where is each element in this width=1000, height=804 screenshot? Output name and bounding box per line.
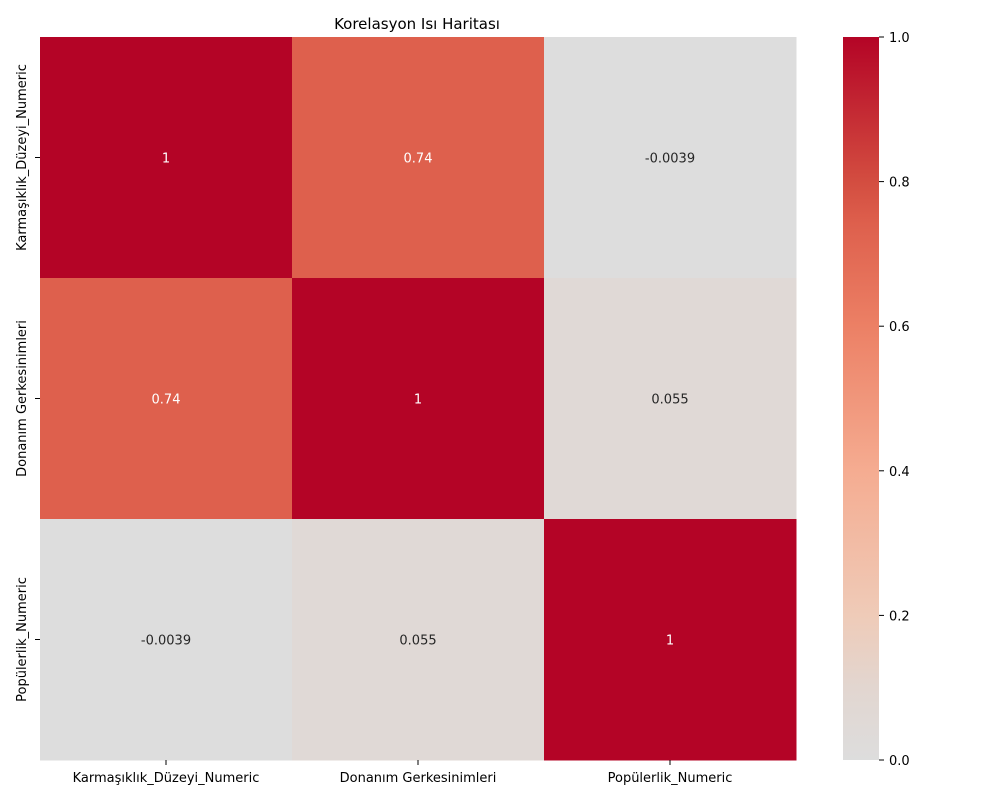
- heatmap-cell: [292, 519, 545, 761]
- heatmap-cell-labels: 1 0.74 -0.0039 0.74 1 0.055 -0.0039 0.055 1: [141, 152, 695, 649]
- colorbar-tick-label: 0.0: [889, 754, 910, 769]
- colorbar-tick-label: 0.4: [889, 465, 910, 480]
- colorbar-tick-label: 0.2: [889, 609, 910, 624]
- heatmap-cell: [544, 519, 797, 761]
- colorbar: 0.0 0.2 0.4 0.6 0.8 1.0: [843, 31, 910, 769]
- heatmap-cells: [40, 37, 797, 761]
- x-axis: Karmaşıklık_Düzeyi_Numeric Donanım Gerkes…: [73, 760, 733, 786]
- heatmap-cell: [40, 37, 293, 279]
- x-tick-label: Popülerlik_Numeric: [608, 771, 733, 786]
- colorbar-tick-label: 0.6: [889, 320, 910, 335]
- cell-value-label: 0.055: [399, 634, 436, 649]
- heatmap-cell: [544, 278, 797, 520]
- cell-value-label: 0.74: [404, 152, 433, 167]
- heatmap-cell: [292, 278, 545, 520]
- y-tick-label: Donanım Gerkesinimleri: [15, 320, 30, 477]
- colorbar-gradient: [843, 37, 879, 760]
- x-tick-label: Karmaşıklık_Düzeyi_Numeric: [73, 771, 260, 786]
- cell-value-label: 0.055: [651, 393, 688, 408]
- x-tick-label: Donanım Gerkesinimleri: [340, 771, 497, 786]
- cell-value-label: 1: [414, 393, 422, 408]
- heatmap-cell: [544, 37, 797, 279]
- cell-value-label: 1: [666, 634, 674, 649]
- colorbar-tick-label: 1.0: [889, 31, 910, 46]
- heatmap-cell: [292, 37, 545, 279]
- cell-value-label: 1: [162, 152, 170, 167]
- cell-value-label: -0.0039: [141, 634, 191, 649]
- cell-value-label: 0.74: [152, 393, 181, 408]
- y-tick-label: Karmaşıklık_Düzeyi_Numeric: [15, 64, 30, 251]
- cell-value-label: -0.0039: [645, 152, 695, 167]
- y-tick-label: Popülerlik_Numeric: [15, 577, 30, 702]
- colorbar-tick-label: 0.8: [889, 176, 910, 191]
- chart-title: Korelasyon Isı Haritası: [334, 15, 500, 33]
- heatmap-cell: [40, 519, 293, 761]
- y-axis: Karmaşıklık_Düzeyi_Numeric Donanım Gerkes…: [15, 64, 40, 702]
- heatmap-cell: [40, 278, 293, 520]
